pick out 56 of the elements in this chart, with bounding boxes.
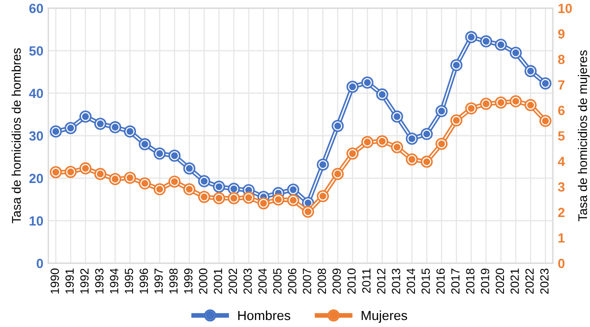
x-tick-label: 2022 [525,268,534,294]
x-tick-label: 2012 [377,268,386,294]
x-tick-label: 2013 [392,268,400,294]
y2-tick-label: 10 [558,4,572,14]
x-tick-label: 1992 [80,268,89,294]
y2-tick-label: 4 [558,156,565,166]
y2-tick-label: 2 [558,208,564,218]
y2-axis-title: Tasa de homicidios de mujeres [578,50,590,222]
x-tick-label: 2008 [318,268,326,294]
y-tick-label: 60 [29,4,43,14]
x-tick-label: 2020 [496,268,504,294]
x-tick-label: 2018 [466,268,474,294]
y2-tick-label: 3 [558,182,565,192]
x-tick-label: 2023 [540,268,549,294]
y2-tick-label: 5 [558,131,565,141]
y-tick-label: 20 [29,174,43,184]
x-tick-label: 2017 [451,268,460,294]
y-tick-label: 10 [30,216,43,226]
y2-tick-label: 9 [558,29,565,39]
y2-tick-label: 7 [558,80,564,90]
x-tick-label: 2011 [362,268,371,293]
y2-tick-label: 6 [558,106,565,116]
x-tick-label: 2009 [332,268,341,294]
x-tick-label: 2021 [510,268,519,294]
y-axis-title: Tasa de homicidios de hombres [12,48,21,224]
x-tick-label: 1995 [124,268,134,294]
x-tick-label: 1993 [95,268,104,294]
x-tick-label: 1991 [65,268,74,294]
y2-tick-label: 0 [558,258,564,268]
x-tick-label: 1990 [50,268,59,294]
x-tick-label: 1998 [169,268,178,294]
y-tick-label: 40 [29,88,43,98]
x-tick-label: 2016 [436,268,445,294]
x-tick-label: 1994 [110,268,118,294]
x-tick-label: 2001 [214,268,222,294]
x-tick-label: 2015 [422,268,430,294]
x-tick-label: 1999 [184,268,192,294]
y2-tick-label: 8 [558,54,565,64]
x-tick-label: 2007 [302,268,312,294]
x-tick-label: 2000 [198,268,208,294]
y-tick-label: 0 [36,258,43,268]
x-tick-label: 2002 [228,268,238,294]
x-tick-label: 1997 [154,268,163,294]
y-tick-label: 50 [29,46,43,56]
x-tick-label: 2005 [273,268,282,294]
legend-label: Mujeres [362,310,408,323]
x-tick-label: 2014 [406,268,416,294]
x-tick-label: 2010 [347,268,356,294]
x-tick-label: 2019 [480,268,490,294]
x-tick-label: 2003 [243,268,252,294]
y-tick-label: 30 [29,131,43,141]
x-tick-label: 2006 [288,268,296,294]
x-tick-label: 1996 [140,268,148,294]
y2-tick-label: 1 [558,233,565,243]
x-tick-label: 2004 [258,268,267,294]
legend-label: Hombres [238,310,290,320]
